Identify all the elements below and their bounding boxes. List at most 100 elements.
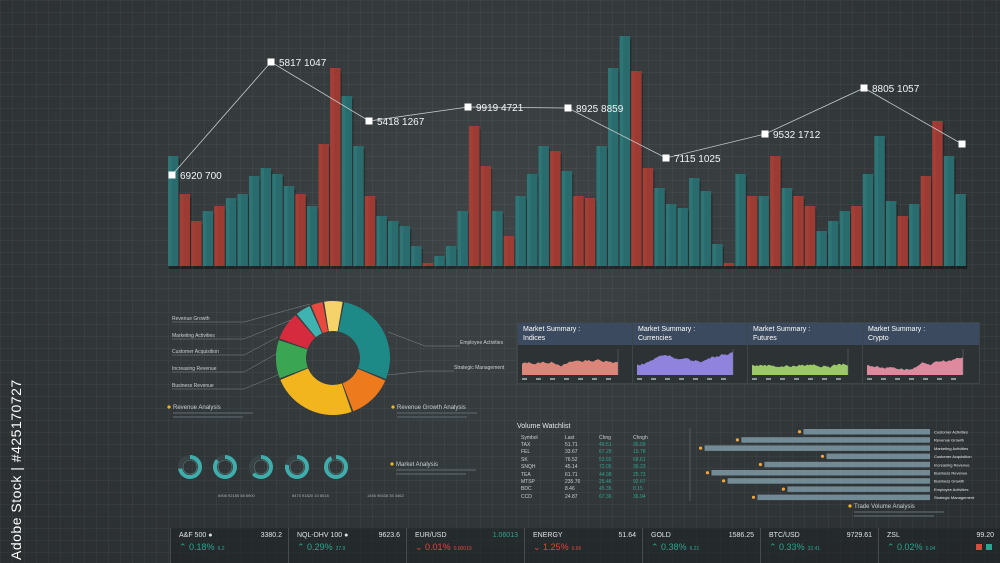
table-row[interactable]: BDC 8.46 45.35 8.15 [517, 486, 663, 493]
axis-tick [721, 378, 726, 380]
market-summary-panel-futures[interactable]: Market Summary : Futures [747, 322, 865, 384]
bar-highlight [422, 263, 427, 266]
bar [480, 166, 492, 266]
market-analysis-caption: Market Analysis [396, 462, 438, 468]
cell: 36.23 [633, 464, 646, 471]
bar [608, 68, 619, 266]
bar [862, 174, 874, 266]
ticker-sub: 0.00019 [453, 546, 472, 552]
chart-base [168, 266, 967, 269]
axis-tick [836, 378, 841, 380]
axis-tick [909, 378, 914, 380]
callout-marker [761, 130, 769, 138]
bar-highlight [318, 144, 323, 266]
donut-segment [311, 301, 329, 334]
bar [874, 136, 885, 266]
ring-inner [289, 459, 305, 475]
cell: 36.94 [633, 493, 646, 500]
bar-highlight [920, 176, 925, 266]
ticker-item[interactable]: NQL-DHV 100 ● 9623.6 ⌃ 0.29% 27.9 [288, 528, 406, 563]
caption-dot [848, 504, 852, 508]
hbar-label: Revenue Growth [934, 438, 964, 443]
table-row[interactable]: TEA 61.71 44.98 25.73 [517, 471, 663, 478]
bar-series [168, 36, 968, 269]
bar-highlight [874, 136, 879, 266]
hbar-marker [781, 487, 785, 491]
donut-label-4: Increasing Revenue [172, 366, 217, 372]
callout-label: 8805 1057 [872, 84, 920, 95]
bar-highlight [885, 201, 890, 266]
hbar [764, 461, 930, 468]
bar-shadow [725, 266, 736, 269]
cell: 25.73 [633, 471, 646, 478]
bar-highlight [654, 188, 658, 266]
currencies-area [637, 352, 733, 375]
leader-line [387, 370, 454, 376]
ticker-value: 9623.6 [378, 532, 400, 539]
ticker-item[interactable]: EUR/USD 1.06013 ⌄ 0.01% 0.00019 [406, 528, 524, 563]
cell: 30.09 [633, 442, 646, 449]
ticker-item[interactable]: ZSL 99.20 ⌃ 0.02% 0.04 [878, 528, 1000, 563]
bar [781, 188, 793, 266]
ticker-item[interactable]: A&F 500 ● 3380.2 ⌃ 0.18% 6.2 [170, 528, 288, 563]
ticker-item[interactable]: GOLD 1586.25 ⌃ 0.38% 6.21 [642, 528, 760, 563]
ticker-change: ⌄ 1.25% 0.66 [533, 542, 582, 552]
table-row[interactable]: MTSP 235.76 25.46 92.67 [517, 478, 663, 485]
futures-area-chart [752, 349, 849, 380]
ticker-item[interactable]: ENERGY 51.64 ⌄ 1.25% 0.66 [524, 528, 642, 563]
bar-highlight [399, 226, 404, 266]
table-row[interactable]: SNQH 45.14 72.05 36.23 [517, 464, 663, 471]
panel-subtitle: Indices [523, 335, 546, 342]
bar [816, 231, 827, 266]
market-summary-panel-crypto[interactable]: Market Summary : Crypto [862, 322, 980, 384]
ticker-change: ⌃ 0.33% 32.41 [769, 542, 821, 552]
bar [330, 68, 341, 266]
bar [503, 236, 515, 266]
bar-highlight [237, 194, 242, 266]
bar-highlight [295, 194, 300, 266]
trade-volume-hbar-chart: Customer Activities Revenue Growth Marketi… [689, 428, 975, 517]
panel-header: Market Summary : Indices [518, 323, 634, 345]
ring-progress [285, 455, 309, 479]
bar-highlight [735, 174, 740, 266]
callout-label: 8925 8859 [576, 104, 624, 115]
market-summary-panel-currencies[interactable]: Market Summary : Currencies [632, 322, 750, 384]
ticker-pct: 1.25% [543, 542, 569, 552]
table-row[interactable]: TAX 51.71 49.51 30.09 [517, 441, 663, 448]
bar-highlight [341, 96, 346, 266]
hbar [727, 478, 930, 484]
ticker-pct: 0.29% [307, 542, 333, 552]
hbar-marker [758, 462, 762, 467]
market-summary-panel-indices[interactable]: Market Summary : Indices [517, 322, 635, 384]
table-row[interactable]: CCD 24.87 67.36 36.94 [517, 493, 663, 500]
bar-highlight [781, 188, 786, 266]
bar-highlight [515, 196, 520, 266]
trade-volume-caption: Trade Volume Analysis [854, 504, 915, 510]
ticker-item[interactable]: BTC/USD 9729.61 ⌃ 0.33% 32.41 [760, 528, 878, 563]
bar [492, 211, 503, 266]
bar [434, 256, 445, 266]
bar [399, 226, 411, 266]
callout-marker [958, 140, 966, 148]
table-row[interactable]: SK 76.52 53.65 68.61 [517, 456, 663, 463]
bar [538, 146, 549, 266]
donut-chart-section: Revenue Growth Marketing Activities Cust… [167, 301, 505, 418]
hbar-label: Marketing Activities [934, 446, 968, 451]
hbar-marker [820, 454, 825, 458]
panel-subtitle: Crypto [868, 335, 889, 342]
ticker-pct: 0.38% [661, 542, 687, 552]
ticker-pct: 0.01% [425, 542, 451, 552]
panel-title: Market Summary : [523, 326, 581, 333]
table-row[interactable]: FEL 33.67 67.28 15.78 [517, 449, 663, 456]
ticker-change: ⌃ 0.38% 6.21 [651, 542, 700, 552]
callout-marker [168, 171, 176, 179]
bar [515, 196, 526, 266]
bar [677, 208, 688, 266]
cell: SK [521, 456, 528, 463]
axis-tick [937, 378, 942, 380]
bar [689, 178, 700, 266]
crypto-area [867, 357, 963, 375]
watchlist-header-row: Symbol Last Chng Chngh [517, 434, 663, 441]
axis-tick [951, 378, 956, 380]
ring-progress [178, 455, 202, 479]
